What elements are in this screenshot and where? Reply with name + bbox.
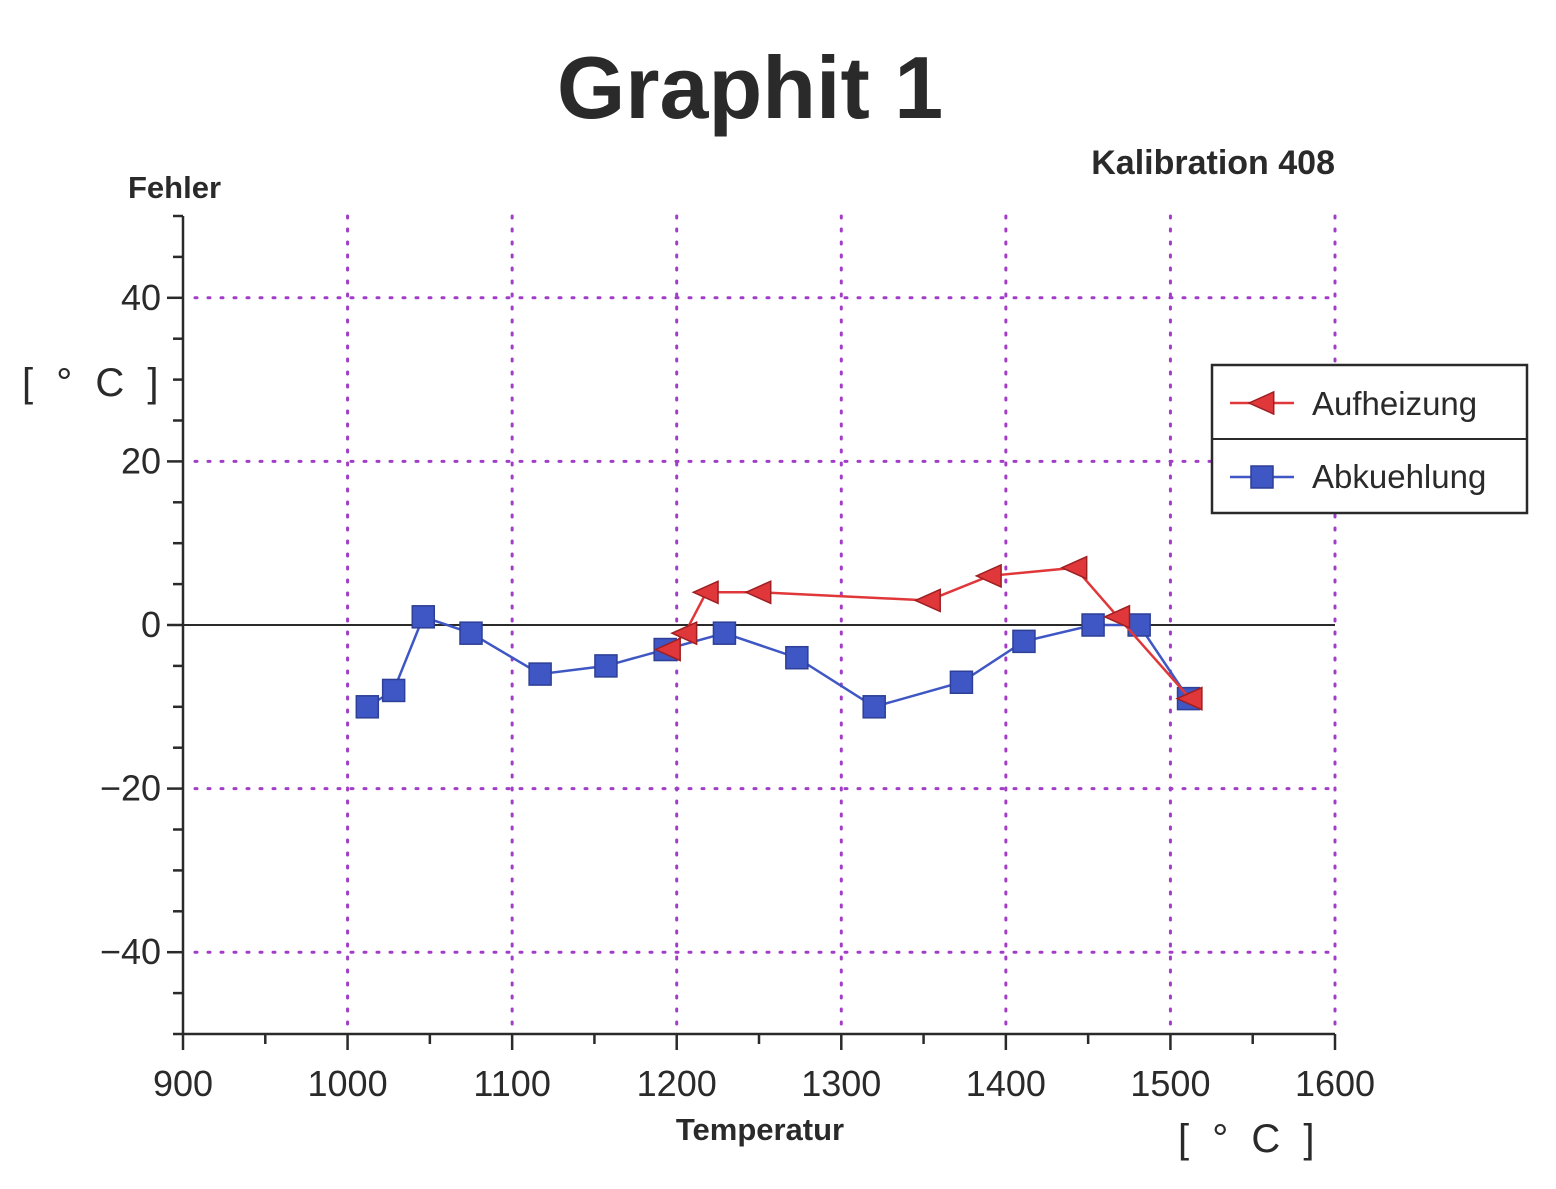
x-tick-label: 900 <box>153 1063 213 1104</box>
axes: 900 1000 1100 1200 1300 1400 1500 1600 40 20 0 −20 −… <box>100 214 1375 1104</box>
legend-marker-abkuehlung <box>1230 465 1294 489</box>
grid <box>193 214 1337 1036</box>
series-layer <box>355 555 1203 719</box>
data-point <box>913 588 941 613</box>
data-point <box>785 645 809 670</box>
legend-symbol <box>1247 390 1275 416</box>
y-tick-label: 40 <box>121 277 161 318</box>
legend: Aufheizung Abkuehlung <box>1210 363 1529 515</box>
x-tick-label: 1300 <box>801 1063 881 1104</box>
series-abkuehlung <box>355 605 1201 719</box>
y-tick-label: −40 <box>100 931 161 972</box>
y-tick-label: −20 <box>100 768 161 809</box>
x-tick-label: 1200 <box>637 1063 717 1104</box>
data-point <box>594 654 618 678</box>
data-point <box>411 605 436 629</box>
series-aufheizung <box>653 555 1203 711</box>
data-point <box>1175 686 1203 711</box>
x-axis-label: Temperatur <box>676 1112 844 1147</box>
data-point <box>974 563 1002 589</box>
series-line <box>667 566 1192 700</box>
x-tick-label: 1600 <box>1295 1063 1375 1104</box>
data-point <box>1081 613 1105 637</box>
data-point <box>653 637 681 662</box>
data-point <box>862 695 886 719</box>
data-point <box>381 678 406 703</box>
y-tick-label: 20 <box>121 440 161 481</box>
x-tick-label: 1400 <box>966 1063 1046 1104</box>
legend-label-abkuehlung: Abkuehlung <box>1312 458 1486 495</box>
chart-title: Graphit 1 <box>557 38 943 137</box>
legend-symbol <box>1250 465 1274 489</box>
y-axis-label: Fehler <box>128 170 221 205</box>
data-point <box>670 620 698 646</box>
data-point <box>744 580 772 605</box>
x-tick-label: 1000 <box>308 1063 388 1104</box>
data-point <box>528 662 552 686</box>
data-point <box>1060 555 1088 580</box>
x-tick-label: 1500 <box>1130 1063 1210 1104</box>
data-point <box>355 695 380 719</box>
series-line <box>366 615 1190 709</box>
data-point <box>949 670 974 695</box>
data-point <box>459 621 483 645</box>
legend-label-aufheizung: Aufheizung <box>1312 385 1477 422</box>
chart-subtitle: Kalibration 408 <box>1091 144 1335 182</box>
x-tick-label: 1100 <box>473 1063 550 1104</box>
legend-marker-aufheizung <box>1230 390 1294 416</box>
data-point <box>712 621 737 645</box>
data-point <box>1012 629 1036 654</box>
data-point <box>1102 604 1131 630</box>
y-tick-label: 0 <box>141 604 161 645</box>
data-point <box>691 580 719 605</box>
x-axis-unit: [ ° C ] <box>1178 1117 1320 1161</box>
y-axis-unit: [ ° C ] <box>22 361 164 405</box>
